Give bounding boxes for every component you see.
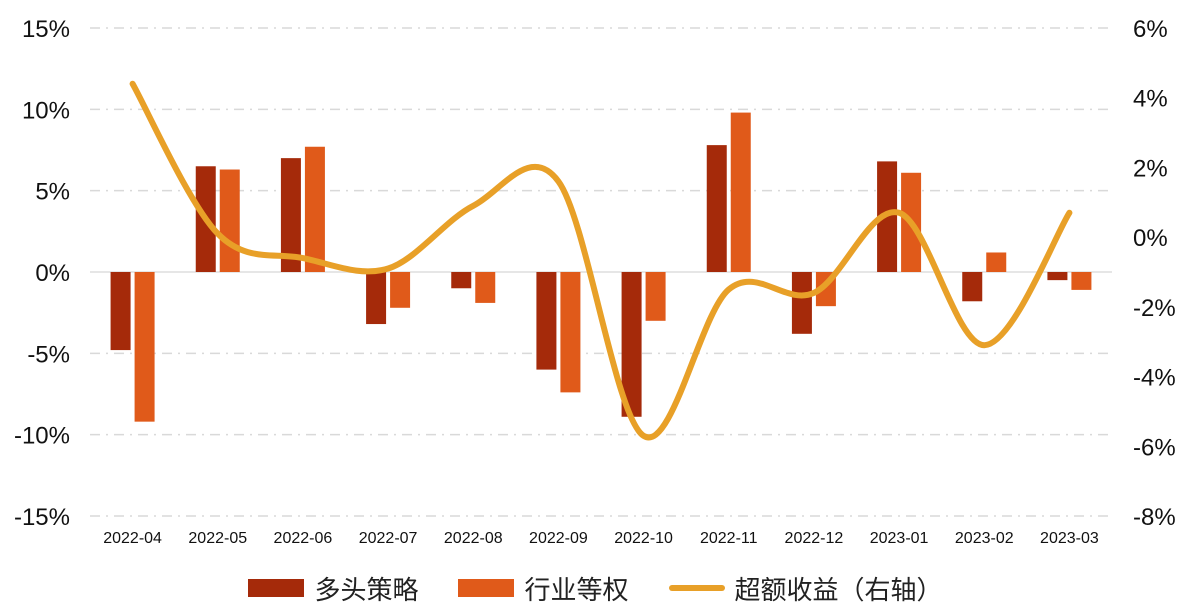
x-tick-label: 2022-08 <box>444 530 503 547</box>
bar-industry-equal-weight <box>1071 272 1092 290</box>
y-left-tick-label: -15% <box>14 504 70 531</box>
bar-long-strategy <box>706 145 727 272</box>
legend-item-industry-equal-weight: 行业等权 <box>458 570 629 607</box>
x-tick-label: 2023-02 <box>955 530 1014 547</box>
y-left-tick-label: 5% <box>35 179 70 206</box>
legend: 多头策略 行业等权 超额收益（右轴） <box>0 566 1191 610</box>
legend-item-excess-return: 超额收益（右轴） <box>668 570 943 607</box>
bar-industry-equal-weight <box>730 112 751 272</box>
x-tick-label: 2022-04 <box>103 530 162 547</box>
y-left-tick-label: -5% <box>27 341 70 368</box>
y-left-tick-label: 0% <box>35 260 70 287</box>
bar-industry-equal-weight <box>219 169 240 272</box>
bar-industry-equal-weight <box>986 252 1007 272</box>
legend-label-industry-equal-weight: 行业等权 <box>524 575 629 606</box>
x-tick-label: 2022-10 <box>614 530 673 547</box>
legend-label-excess-return: 超额收益（右轴） <box>734 575 943 606</box>
bar-industry-equal-weight <box>134 272 155 422</box>
bar-long-strategy <box>366 272 387 325</box>
y-right-tick-label: 2% <box>1133 155 1168 182</box>
legend-swatch-industry-equal-weight <box>458 579 515 597</box>
y-left-tick-label: 15% <box>22 16 70 43</box>
x-tick-label: 2022-09 <box>529 530 588 547</box>
x-tick-label: 2022-05 <box>188 530 247 547</box>
y-right-tick-label: -6% <box>1133 434 1176 461</box>
y-right-tick-label: 4% <box>1133 86 1168 113</box>
bar-long-strategy <box>110 272 131 351</box>
x-tick-label: 2023-01 <box>870 530 929 547</box>
bar-industry-equal-weight <box>475 272 496 303</box>
x-tick-label: 2022-11 <box>700 530 758 547</box>
y-right-tick-label: 6% <box>1133 16 1168 43</box>
bar-long-strategy <box>451 272 472 289</box>
bar-industry-equal-weight <box>645 272 666 321</box>
bar-long-strategy <box>1047 272 1068 281</box>
bar-long-strategy <box>621 272 642 417</box>
legend-swatch-long-strategy <box>248 579 305 597</box>
y-right-tick-label: 0% <box>1133 225 1168 252</box>
bar-industry-equal-weight <box>560 272 581 393</box>
line-excess-return <box>129 80 1073 441</box>
bar-long-strategy <box>536 272 557 370</box>
bar-line-chart: 15% 10% 5% 0% -5% -10% -15% 6% 4% 2% 0% -2% -4% -6% -8… <box>14 16 1176 547</box>
x-tick-label: 2022-07 <box>359 530 418 547</box>
y-left-tick-label: 10% <box>22 97 70 124</box>
bar-long-strategy <box>791 272 812 334</box>
y-right-tick-label: -2% <box>1133 295 1176 322</box>
x-tick-label: 2022-06 <box>274 530 333 547</box>
bar-industry-equal-weight <box>390 272 411 308</box>
legend-label-long-strategy: 多头策略 <box>314 575 419 606</box>
y-right-tick-label: -8% <box>1133 504 1176 531</box>
y-right-tick-label: -4% <box>1133 365 1176 392</box>
legend-swatch-excess-return <box>668 585 725 591</box>
x-tick-label: 2022-12 <box>785 530 844 547</box>
y-left-tick-label: -10% <box>14 423 70 450</box>
bar-long-strategy <box>280 158 301 272</box>
x-tick-label: 2023-03 <box>1040 530 1099 547</box>
bar-long-strategy <box>962 272 983 302</box>
legend-item-long-strategy: 多头策略 <box>248 570 418 607</box>
bar-industry-equal-weight <box>304 146 325 272</box>
